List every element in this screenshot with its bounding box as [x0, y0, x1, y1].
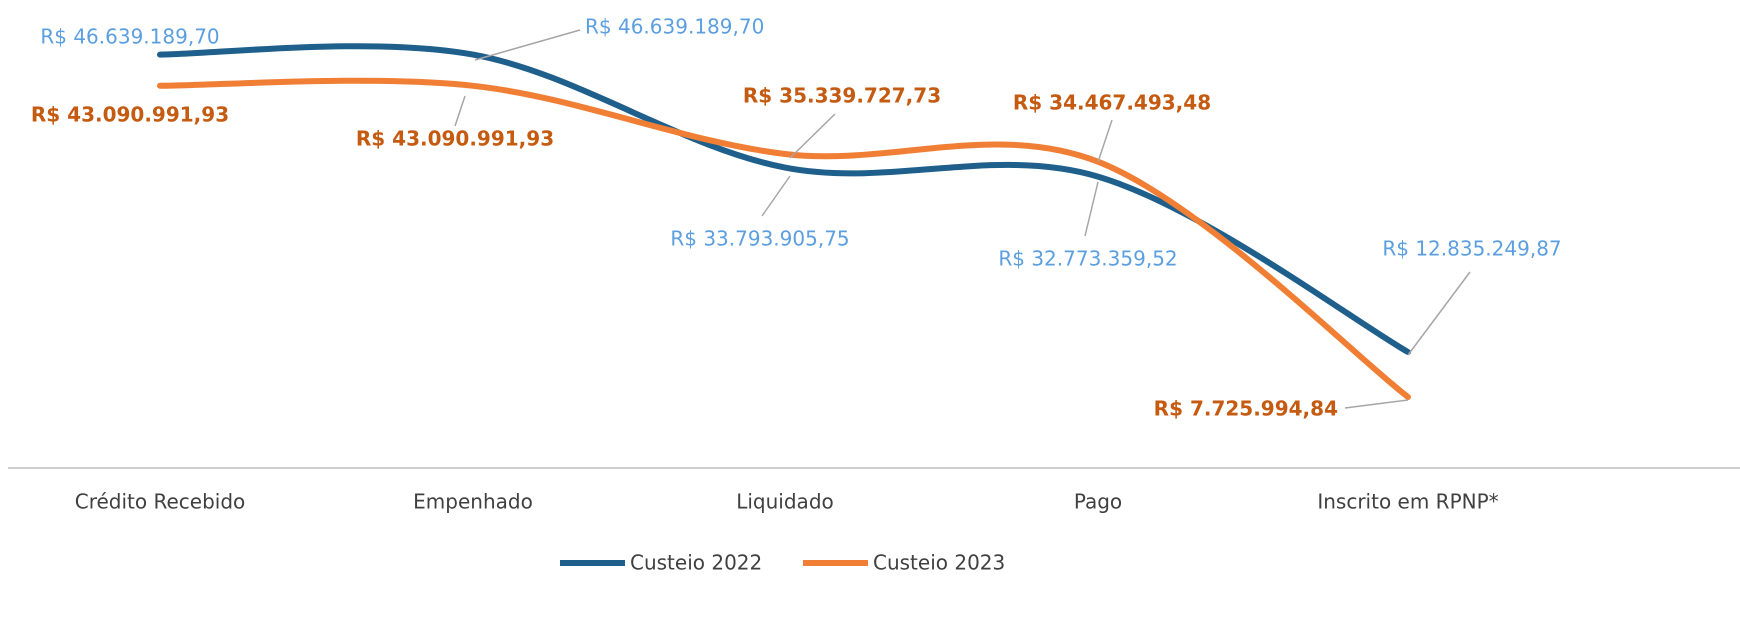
legend-label: Custeio 2023 — [873, 551, 1005, 575]
leader-line — [761, 175, 791, 217]
data-label: R$ 46.639.189,70 — [585, 15, 764, 39]
data-label: R$ 35.339.727,73 — [743, 84, 941, 108]
legend-label: Custeio 2022 — [630, 551, 762, 575]
data-label: R$ 46.639.189,70 — [40, 25, 219, 49]
data-label: R$ 43.090.991,93 — [356, 127, 554, 151]
data-label: R$ 43.090.991,93 — [31, 103, 229, 127]
leader-line — [1344, 399, 1409, 409]
data-label: R$ 34.467.493,48 — [1013, 91, 1211, 115]
leader-line — [474, 29, 581, 61]
leader-line — [454, 95, 466, 127]
data-label: R$ 32.773.359,52 — [998, 247, 1177, 271]
x-tick-label: Pago — [1074, 490, 1122, 514]
x-tick-label: Inscrito em RPNP* — [1317, 490, 1498, 514]
x-tick-label: Liquidado — [736, 490, 834, 514]
leader-line — [1407, 271, 1471, 356]
x-tick-label: Empenhado — [413, 490, 533, 514]
data-label: R$ 33.793.905,75 — [670, 227, 849, 251]
leader-line — [789, 113, 836, 159]
leader-line — [1097, 119, 1113, 163]
leader-line — [1084, 181, 1099, 237]
data-label: R$ 7.725.994,84 — [1154, 397, 1338, 421]
x-tick-label: Crédito Recebido — [75, 490, 246, 514]
data-label: R$ 12.835.249,87 — [1382, 237, 1561, 261]
